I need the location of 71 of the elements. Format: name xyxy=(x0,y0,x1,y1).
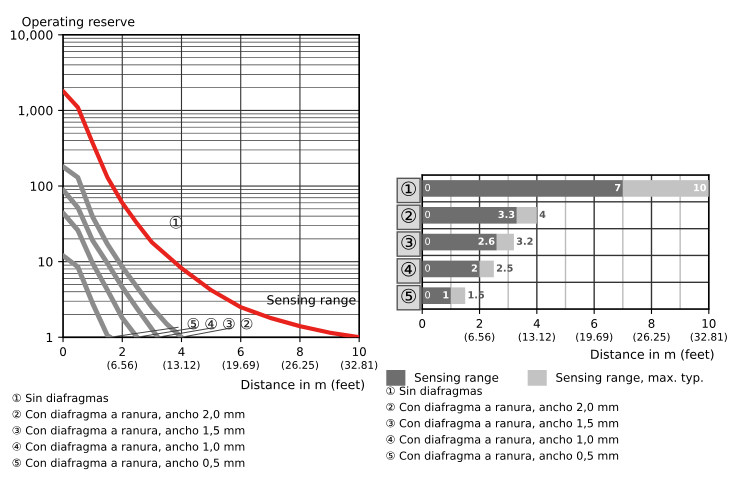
x-axis-title: Distance in m (feet) xyxy=(242,380,364,391)
text: ① Sin diafragmas xyxy=(12,394,108,404)
annotation: 3.3 xyxy=(498,210,514,218)
text: ④ Con diafragma a ranura, ancho 1,0 mm xyxy=(386,435,618,446)
x-tick-label: 0 xyxy=(419,319,426,328)
y-tick-label: ① xyxy=(401,181,416,196)
x-tick-label: 6 xyxy=(238,347,244,356)
y-tick-label: ⑤ xyxy=(401,288,416,304)
line-series xyxy=(63,187,160,338)
x2-tick-label: (13.12) xyxy=(163,360,200,370)
text: ⑤ Con diafragma a ranura, ancho 0,5 mm xyxy=(386,451,618,462)
text: ② Con diafragma a ranura, ancho 2,0 mm xyxy=(12,410,244,420)
y-tick-label: 10,000 xyxy=(10,30,52,42)
y-axis-title: Operating reserve xyxy=(22,16,134,29)
x2-tick-label: (26.25) xyxy=(282,360,318,370)
text: ③ xyxy=(223,318,235,330)
y-tick-label: ④ xyxy=(401,262,416,276)
annotation: 0 xyxy=(425,291,430,299)
annotation: 10 xyxy=(694,184,706,192)
line-series xyxy=(63,164,184,338)
x-tick-label: 10 xyxy=(702,319,716,328)
x2-tick-label: (32.81) xyxy=(690,332,727,342)
x2-tick-label: (26.25) xyxy=(633,332,670,342)
legend-label: Sensing range xyxy=(414,372,498,384)
annotation: 0 xyxy=(425,210,430,218)
annotation: 7 xyxy=(614,184,620,192)
y-tick-label: ② xyxy=(401,208,416,223)
x-tick-label: 6 xyxy=(591,319,598,328)
line-series xyxy=(63,253,113,338)
x2-tick-label: (32.81) xyxy=(341,360,378,370)
x-tick-label: 0 xyxy=(60,347,66,356)
x2-tick-label: (13.12) xyxy=(518,332,555,342)
annotation: 1 xyxy=(443,291,448,298)
text: ④ Con diafragma a ranura, ancho 1,0 mm xyxy=(12,442,244,453)
annotation: 3.2 xyxy=(516,238,533,245)
annotation: 0 xyxy=(425,238,430,245)
x-tick-label: 4 xyxy=(178,347,185,356)
annotation: 0 xyxy=(425,264,430,272)
line-series xyxy=(63,210,140,338)
text: ⑤ xyxy=(188,318,200,330)
annotation: 0 xyxy=(425,184,430,192)
text: ① Sin diafragmas xyxy=(386,386,482,398)
x2-tick-label: (6.56) xyxy=(107,360,138,370)
legend-label: Sensing range, max. typ. xyxy=(556,372,703,384)
y-tick-label: 1 xyxy=(46,332,52,342)
y-tick-label: 10 xyxy=(38,257,52,267)
bar xyxy=(516,206,537,224)
x-tick-label: 2 xyxy=(476,319,482,328)
annotation: 2.6 xyxy=(478,238,494,245)
text: ③ Con diafragma a ranura, ancho 1,5 mm xyxy=(12,426,244,437)
text: ④ xyxy=(205,318,217,330)
text: ⑤ Con diafragma a ranura, ancho 0,5 mm xyxy=(12,458,244,470)
x-tick-label: 8 xyxy=(296,347,303,356)
y-tick-label: 100 xyxy=(30,182,52,191)
bar xyxy=(480,260,494,278)
x-tick-label: 4 xyxy=(534,319,540,328)
x2-tick-label: (6.56) xyxy=(464,332,494,342)
x2-tick-label: (19.69) xyxy=(222,360,259,370)
text: ② xyxy=(240,318,252,330)
text: ② Con diafragma a ranura, ancho 2,0 mm xyxy=(386,402,618,414)
annotation: 2.5 xyxy=(496,264,513,272)
text: ③ Con diafragma a ranura, ancho 1,5 mm xyxy=(386,418,618,430)
y-tick-label: ③ xyxy=(401,235,416,250)
x-tick-label: 10 xyxy=(352,347,366,356)
y-tick-label: 1,000 xyxy=(18,106,52,117)
x2-tick-label: (19.69) xyxy=(576,332,612,342)
x-tick-label: 2 xyxy=(119,347,125,356)
x-axis-title: Distance in m (feet) xyxy=(591,349,714,360)
annotation: 4 xyxy=(540,210,546,218)
annotation: 2 xyxy=(472,264,477,272)
x-tick-label: 8 xyxy=(648,319,654,328)
